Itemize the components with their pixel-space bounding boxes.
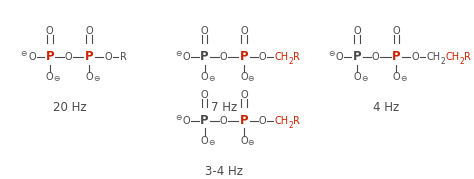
- Text: R: R: [119, 52, 127, 62]
- Text: ⊖: ⊖: [209, 138, 215, 147]
- Text: CH: CH: [274, 116, 289, 126]
- Text: ⊖: ⊖: [175, 49, 182, 58]
- Text: 2: 2: [289, 57, 293, 66]
- Text: CH: CH: [446, 52, 460, 62]
- Text: O: O: [104, 52, 112, 62]
- Text: ⊖: ⊖: [54, 74, 60, 83]
- Text: O: O: [46, 72, 54, 82]
- Text: P: P: [353, 50, 361, 63]
- Text: 7 Hz: 7 Hz: [211, 101, 237, 114]
- Text: O: O: [240, 90, 248, 100]
- Text: O: O: [201, 26, 209, 36]
- Text: O: O: [183, 52, 191, 62]
- Text: ⊖: ⊖: [248, 74, 254, 83]
- Text: O: O: [219, 116, 227, 126]
- Text: P: P: [240, 114, 248, 127]
- Text: O: O: [240, 26, 248, 36]
- Text: ⊖: ⊖: [361, 74, 367, 83]
- Text: ⊖: ⊖: [248, 138, 254, 147]
- Text: O: O: [183, 116, 191, 126]
- Text: O: O: [201, 136, 209, 146]
- Text: R: R: [465, 52, 471, 62]
- Text: O: O: [372, 52, 380, 62]
- Text: P: P: [200, 50, 209, 63]
- Text: O: O: [240, 136, 248, 146]
- Text: O: O: [392, 26, 400, 36]
- Text: P: P: [46, 50, 54, 63]
- Text: 2: 2: [441, 57, 446, 66]
- Text: O: O: [64, 52, 73, 62]
- Text: O: O: [353, 26, 361, 36]
- Text: P: P: [240, 50, 248, 63]
- Text: ⊖: ⊖: [93, 74, 100, 83]
- Text: CH: CH: [274, 52, 289, 62]
- Text: R: R: [293, 116, 300, 126]
- Text: ⊖: ⊖: [209, 74, 215, 83]
- Text: O: O: [201, 72, 209, 82]
- Text: P: P: [85, 50, 93, 63]
- Text: O: O: [201, 90, 209, 100]
- Text: ⊖: ⊖: [175, 113, 182, 122]
- Text: O: O: [353, 72, 361, 82]
- Text: O: O: [219, 52, 227, 62]
- Text: O: O: [259, 116, 266, 126]
- Text: O: O: [46, 26, 54, 36]
- Text: 2: 2: [289, 122, 293, 130]
- Text: 2: 2: [460, 57, 465, 66]
- Text: O: O: [335, 52, 343, 62]
- Text: O: O: [411, 52, 419, 62]
- Text: 20 Hz: 20 Hz: [53, 101, 86, 114]
- Text: O: O: [85, 26, 93, 36]
- Text: ⊖: ⊖: [400, 74, 407, 83]
- Text: 3-4 Hz: 3-4 Hz: [205, 165, 243, 178]
- Text: O: O: [240, 72, 248, 82]
- Text: R: R: [293, 52, 300, 62]
- Text: O: O: [85, 72, 93, 82]
- Text: P: P: [392, 50, 401, 63]
- Text: P: P: [200, 114, 209, 127]
- Text: CH: CH: [427, 52, 441, 62]
- Text: ⊖: ⊖: [328, 49, 334, 58]
- Text: O: O: [28, 52, 36, 62]
- Text: ⊖: ⊖: [21, 49, 27, 58]
- Text: 4 Hz: 4 Hz: [373, 101, 399, 114]
- Text: O: O: [259, 52, 266, 62]
- Text: O: O: [392, 72, 400, 82]
